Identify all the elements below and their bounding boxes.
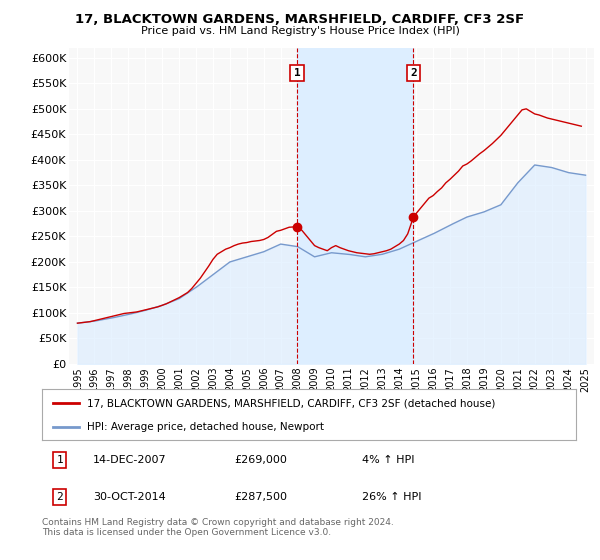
Text: £287,500: £287,500: [234, 492, 287, 502]
Text: 17, BLACKTOWN GARDENS, MARSHFIELD, CARDIFF, CF3 2SF: 17, BLACKTOWN GARDENS, MARSHFIELD, CARDI…: [76, 13, 524, 26]
Text: 30-OCT-2014: 30-OCT-2014: [93, 492, 166, 502]
Text: 1: 1: [56, 455, 63, 465]
Text: Contains HM Land Registry data © Crown copyright and database right 2024.
This d: Contains HM Land Registry data © Crown c…: [42, 518, 394, 538]
Text: 2: 2: [410, 68, 417, 78]
Text: 1: 1: [293, 68, 300, 78]
Text: 4% ↑ HPI: 4% ↑ HPI: [362, 455, 415, 465]
Text: 2: 2: [56, 492, 63, 502]
Text: 14-DEC-2007: 14-DEC-2007: [93, 455, 166, 465]
Text: Price paid vs. HM Land Registry's House Price Index (HPI): Price paid vs. HM Land Registry's House …: [140, 26, 460, 36]
Text: 26% ↑ HPI: 26% ↑ HPI: [362, 492, 422, 502]
Bar: [297, 48, 413, 364]
Text: £269,000: £269,000: [234, 455, 287, 465]
Text: 17, BLACKTOWN GARDENS, MARSHFIELD, CARDIFF, CF3 2SF (detached house): 17, BLACKTOWN GARDENS, MARSHFIELD, CARDI…: [88, 398, 496, 408]
Text: HPI: Average price, detached house, Newport: HPI: Average price, detached house, Newp…: [88, 422, 325, 432]
